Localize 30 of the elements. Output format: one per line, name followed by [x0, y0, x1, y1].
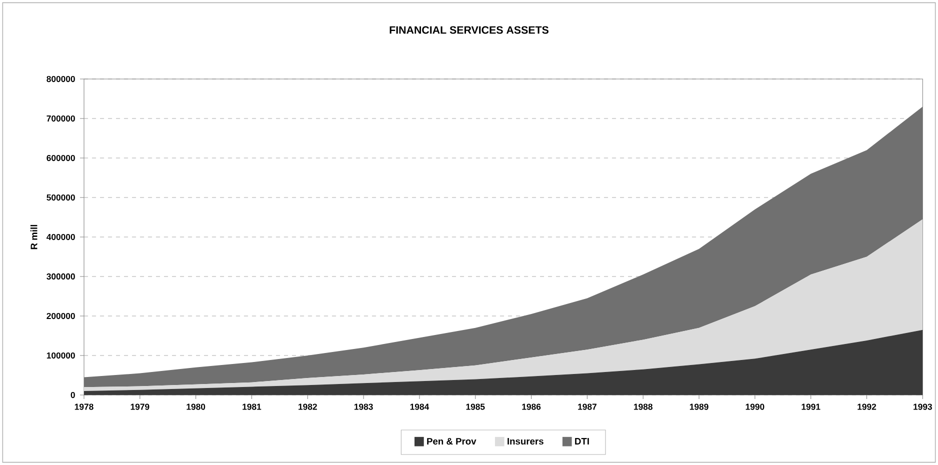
y-tick-label: 0 — [70, 392, 75, 398]
x-tick-label: 1988 — [634, 404, 652, 410]
y-tick-label: 200000 — [46, 312, 75, 320]
x-tick-label: 1987 — [578, 404, 596, 410]
y-tick-label: 800000 — [46, 76, 75, 82]
y-tick-label: 400000 — [46, 234, 75, 240]
legend-label: Insurers — [508, 438, 544, 445]
x-tick-label: 1982 — [298, 404, 317, 410]
legend-label: Pen & Prov — [427, 438, 476, 445]
y-tick-label: 500000 — [46, 194, 75, 201]
x-tick-label: 1979 — [130, 404, 150, 410]
x-tick-label: 1980 — [186, 404, 206, 410]
y-tick-label: 600000 — [46, 154, 75, 162]
x-tick-label: 1983 — [354, 404, 373, 410]
x-tick-label: 1981 — [242, 404, 262, 410]
x-tick-label: 1984 — [410, 404, 430, 410]
y-tick-label: 700000 — [46, 115, 75, 122]
legend-label: DTI — [575, 438, 589, 444]
y-axis-title: R mill — [30, 224, 38, 250]
x-tick-label: 1990 — [746, 404, 764, 410]
x-tick-label: 1989 — [690, 404, 708, 410]
x-tick-label: 1986 — [522, 404, 541, 410]
x-tick-label: 1992 — [858, 404, 876, 410]
x-tick-label: 1993 — [914, 404, 932, 410]
x-tick-label: 1991 — [802, 404, 820, 410]
y-tick-label: 100000 — [46, 352, 75, 359]
x-tick-label: 1978 — [74, 404, 94, 410]
y-tick-label: 300000 — [46, 273, 75, 280]
chart-title: FINANCIAL SERVICES ASSETS — [390, 26, 548, 34]
x-tick-label: 1985 — [466, 404, 485, 410]
